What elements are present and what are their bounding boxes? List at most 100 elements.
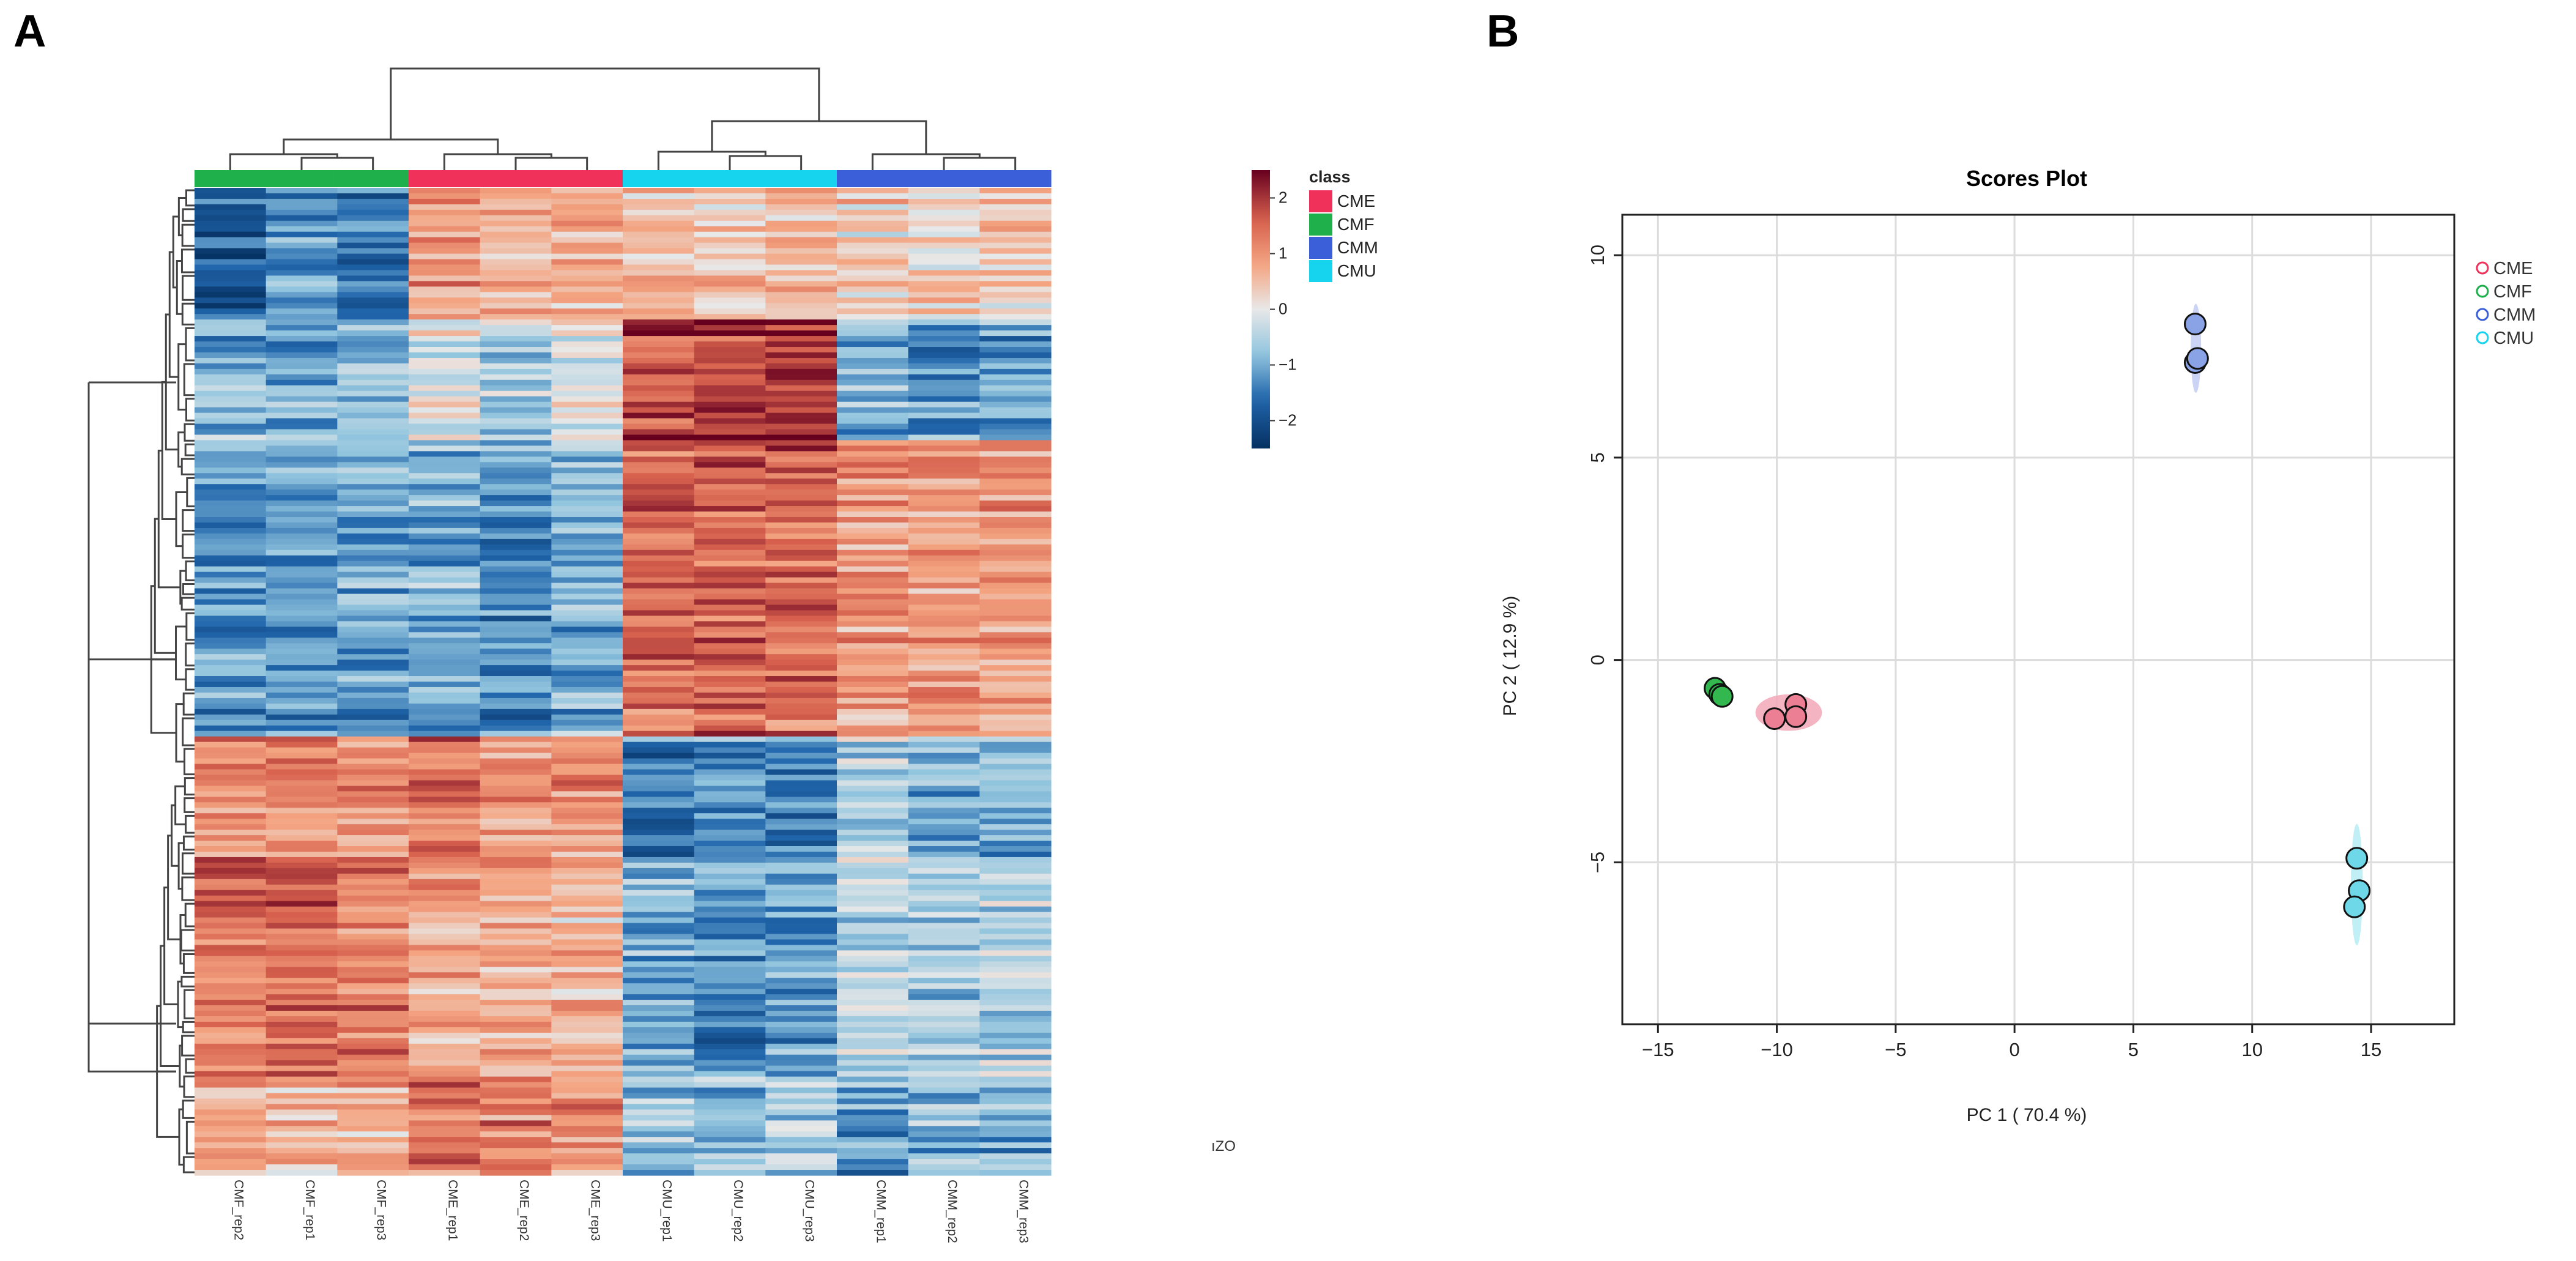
heatmap-cell: [837, 604, 909, 611]
heatmap-cell: [979, 237, 1052, 244]
heatmap-cell: [837, 1159, 909, 1165]
heatmap-cell: [765, 621, 837, 627]
heatmap-cell: [337, 972, 409, 978]
heatmap-cell: [480, 1142, 552, 1148]
heatmap-cell: [765, 374, 837, 381]
heatmap-cell: [265, 934, 338, 940]
heatmap-cell: [337, 1054, 409, 1061]
heatmap-cell: [765, 643, 837, 649]
heatmap-cell: [265, 1126, 338, 1132]
heatmap-cell: [623, 846, 695, 852]
heatmap-cell: [409, 368, 481, 375]
heatmap-cell: [551, 1082, 623, 1088]
heatmap-cell: [337, 649, 409, 655]
heatmap-cell: [480, 445, 552, 452]
heatmap-cell: [623, 714, 695, 721]
heatmap-cell: [551, 1076, 623, 1083]
heatmap-cell: [765, 253, 837, 260]
heatmap-cell: [837, 1153, 909, 1159]
heatmap-cell: [908, 758, 980, 765]
heatmap-cell: [480, 379, 552, 386]
heatmap-cell: [979, 1027, 1052, 1033]
heatmap-cell: [409, 1043, 481, 1050]
heatmap-cell: [908, 692, 980, 699]
heatmap-cell: [623, 188, 695, 194]
heatmap-cell: [837, 336, 909, 342]
heatmap-cell: [765, 303, 837, 309]
heatmap-cell: [837, 939, 909, 945]
heatmap-cell: [409, 692, 481, 699]
heatmap-cell: [265, 582, 338, 589]
heatmap-cell: [979, 906, 1052, 913]
heatmap-cell: [765, 758, 837, 765]
heatmap-cell: [979, 1170, 1052, 1176]
heatmap-cell: [265, 1005, 338, 1011]
heatmap-cell: [979, 248, 1052, 255]
heatmap-cell: [908, 588, 980, 595]
heatmap-cell: [265, 303, 338, 309]
dendrogram-link: [179, 570, 187, 605]
dendrogram-link: [177, 196, 187, 237]
heatmap-cell: [409, 967, 481, 973]
heatmap-cell: [265, 489, 338, 496]
heatmap-cell: [195, 731, 267, 737]
heatmap-cell: [551, 786, 623, 792]
heatmap-cell: [908, 341, 980, 348]
heatmap-cell: [979, 895, 1052, 902]
heatmap-cell: [337, 978, 409, 984]
y-axis-label: PC 2 ( 12.9 %): [1500, 596, 1520, 716]
heatmap-cell: [908, 248, 980, 255]
heatmap-cell: [979, 1131, 1052, 1137]
heatmap-cell: [979, 967, 1052, 973]
heatmap-cell: [837, 835, 909, 841]
heatmap-cell: [551, 544, 623, 551]
heatmap-cell: [551, 742, 623, 748]
heatmap-cell: [195, 264, 267, 271]
heatmap-cell: [908, 616, 980, 622]
heatmap-cell: [908, 445, 980, 452]
heatmap-cell: [337, 330, 409, 337]
score-point-cmm: [2186, 347, 2209, 370]
heatmap-cell: [765, 912, 837, 918]
heatmap-cell: [337, 764, 409, 770]
heatmap-cell: [551, 220, 623, 227]
heatmap-cell: [837, 462, 909, 468]
heatmap-cell: [551, 747, 623, 754]
heatmap-cell: [409, 879, 481, 885]
heatmap-cell: [908, 1060, 980, 1066]
heatmap-cell: [480, 538, 552, 545]
heatmap-cell: [195, 522, 267, 529]
heatmap-cell: [409, 379, 481, 386]
heatmap-cell: [195, 610, 267, 616]
heatmap-cell: [979, 736, 1052, 743]
heatmap-cell: [908, 204, 980, 210]
heatmap-cell: [837, 582, 909, 589]
heatmap-cell: [765, 895, 837, 902]
dendrogram-link: [184, 989, 195, 1019]
heatmap-cell: [409, 703, 481, 710]
legend-marker-cme: [2476, 261, 2489, 275]
heatmap-cell: [694, 385, 766, 392]
heatmap-cell: [551, 511, 623, 518]
heatmap-cell: [480, 703, 552, 710]
heatmap-cell: [409, 912, 481, 918]
heatmap-cell: [623, 379, 695, 386]
heatmap-cell: [195, 983, 267, 989]
column-label: CME_rep2: [517, 1180, 531, 1241]
heatmap-cell: [765, 697, 837, 704]
heatmap-cell: [765, 906, 837, 913]
heatmap-cell: [337, 862, 409, 869]
heatmap-cell: [195, 209, 267, 216]
heatmap-cell: [195, 248, 267, 255]
heatmap-cell: [694, 226, 766, 232]
heatmap-cell: [694, 527, 766, 534]
heatmap-cell: [265, 1148, 338, 1154]
heatmap-cell: [337, 873, 409, 880]
heatmap-cell: [837, 253, 909, 260]
heatmap-cell: [195, 835, 267, 841]
heatmap-cell: [623, 654, 695, 660]
heatmap-cell: [337, 577, 409, 584]
heatmap-cell: [195, 506, 267, 512]
heatmap-cell: [765, 923, 837, 929]
heatmap-cell: [908, 533, 980, 540]
